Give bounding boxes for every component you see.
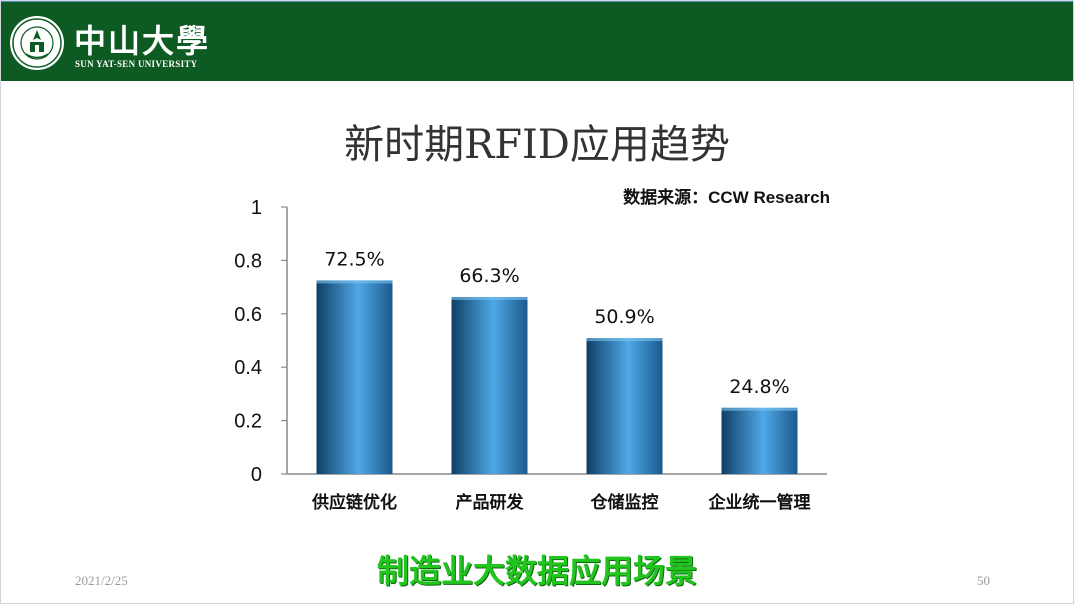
bar-top-highlight — [451, 296, 528, 300]
slide-title: 新时期RFID应用趋势 — [344, 122, 730, 168]
y-tick-label: 0.2 — [234, 411, 262, 433]
bar-data-label: 50.9% — [594, 306, 654, 328]
bar-data-label: 66.3% — [459, 265, 519, 287]
x-category-label: 产品研发 — [456, 492, 525, 513]
logo-chinese-name: 中山大學 — [74, 22, 211, 60]
bar — [721, 407, 798, 474]
bar-top-highlight — [586, 338, 663, 342]
bar — [586, 338, 663, 474]
y-tick-label: 0 — [251, 464, 262, 486]
y-tick-label: 1 — [251, 197, 262, 219]
data-source-note: 数据来源：CCW Research — [623, 188, 830, 207]
x-category-label: 供应链优化 — [311, 492, 397, 513]
logo-english-name: SUN YAT-SEN UNIVERSITY — [75, 59, 198, 69]
header-bar: 中山大學 SUN YAT-SEN UNIVERSITY — [0, 0, 1074, 81]
y-tick-label: 0.8 — [234, 250, 262, 272]
bar-top-highlight — [721, 407, 798, 411]
bar-data-label: 72.5% — [324, 248, 384, 270]
slide-date: 2021/2/25 — [75, 573, 128, 588]
y-tick-label: 0.4 — [234, 357, 262, 379]
y-tick-label: 0.6 — [234, 304, 262, 326]
bar — [316, 280, 393, 474]
bar-top-highlight — [316, 280, 393, 284]
university-seal-icon — [10, 16, 64, 70]
bar-data-label: 24.8% — [729, 376, 789, 398]
x-category-label: 仓储监控 — [590, 492, 659, 513]
bar — [451, 296, 528, 474]
slide-caption: 制造业大数据应用场景 — [376, 552, 697, 590]
page-number: 50 — [977, 573, 990, 588]
x-category-label: 企业统一管理 — [708, 492, 811, 513]
